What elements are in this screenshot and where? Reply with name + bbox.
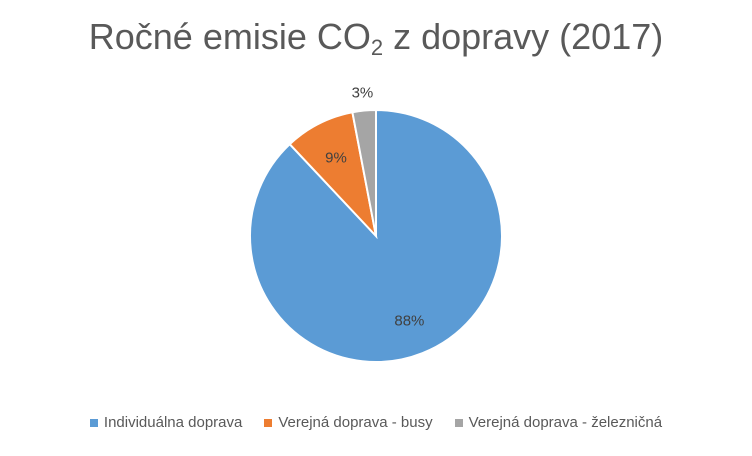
legend: Individuálna doprava Verejná doprava - b… — [0, 414, 752, 431]
legend-label: Verejná doprava - busy — [278, 414, 433, 431]
legend-swatch — [264, 418, 273, 427]
legend-label: Verejná doprava - železničná — [468, 414, 663, 431]
legend-item: Individuálna doprava — [89, 414, 243, 431]
legend-swatch — [454, 418, 463, 427]
chart-title: Ročné emisie CO2 z dopravy (2017) — [0, 16, 752, 61]
pie-slice — [351, 108, 377, 237]
legend-label: Individuálna doprava — [103, 414, 243, 431]
data-label: 88% — [394, 312, 424, 329]
data-label: 3% — [352, 85, 374, 102]
data-label: 9% — [325, 149, 347, 166]
legend-item: Verejná doprava - železničná — [454, 414, 663, 431]
chart-title-subscript: 2 — [370, 35, 384, 60]
legend-item: Verejná doprava - busy — [264, 414, 433, 431]
pie-slice — [249, 108, 503, 363]
chart-title-rest: z dopravy (2017) — [383, 16, 664, 57]
chart-title-main: Ročné emisie CO — [88, 16, 371, 57]
legend-swatch — [89, 418, 98, 427]
